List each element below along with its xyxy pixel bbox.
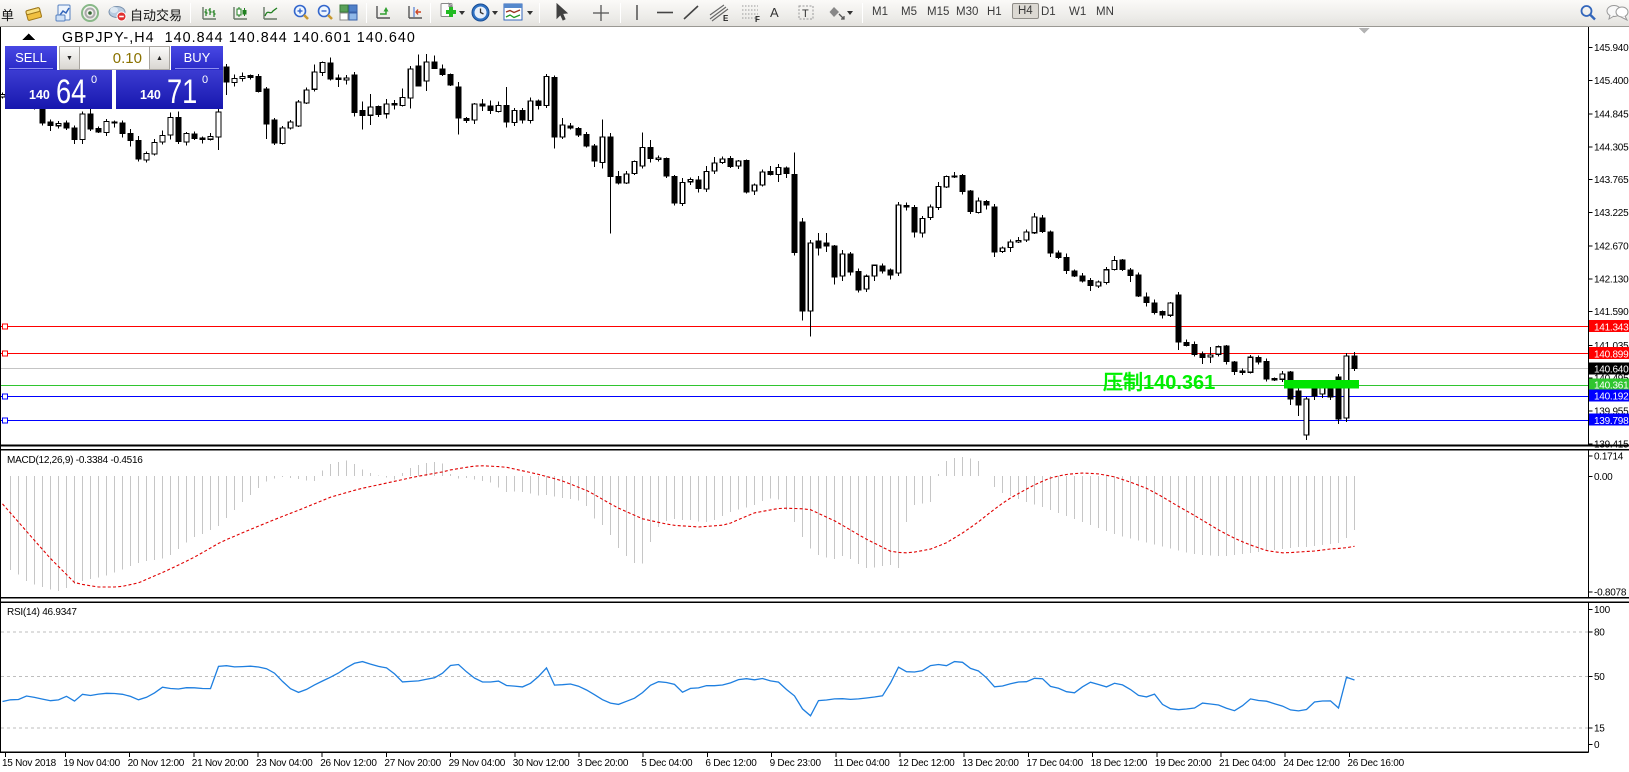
svg-text:24 Dec 12:00: 24 Dec 12:00 [1283,758,1340,769]
svg-text:23 Nov 04:00: 23 Nov 04:00 [256,758,313,769]
svg-text:MACD(12,26,9) -0.3384 -0.4516: MACD(12,26,9) -0.3384 -0.4516 [7,455,143,466]
svg-text:6 Dec 12:00: 6 Dec 12:00 [705,758,757,769]
svg-text:F: F [755,15,760,23]
svg-text:100: 100 [1594,605,1611,616]
svg-text:GBPJPY-,H4 140.844 140.844 14: GBPJPY-,H4 140.844 140.844 140.601 140.6… [62,30,416,46]
svg-text:29 Nov 04:00: 29 Nov 04:00 [449,758,506,769]
svg-text:0: 0 [1594,740,1600,751]
svg-text:140.361: 140.361 [1594,381,1629,392]
svg-text:143.225: 143.225 [1594,208,1629,219]
svg-text:144.305: 144.305 [1594,142,1629,153]
svg-text:E: E [723,14,729,23]
svg-text:20 Nov 12:00: 20 Nov 12:00 [128,758,185,769]
svg-text:9 Dec 23:00: 9 Dec 23:00 [770,758,822,769]
svg-text:27 Nov 20:00: 27 Nov 20:00 [384,758,441,769]
svg-text:140.192: 140.192 [1594,392,1629,403]
svg-text:T: T [802,8,809,20]
svg-text:21 Nov 20:00: 21 Nov 20:00 [192,758,249,769]
svg-text:30 Nov 12:00: 30 Nov 12:00 [513,758,570,769]
svg-text:141.590: 141.590 [1594,307,1629,318]
svg-text:15: 15 [1594,723,1605,734]
svg-text:141.343: 141.343 [1594,322,1629,333]
svg-text:11 Dec 04:00: 11 Dec 04:00 [834,758,890,769]
svg-text:145.400: 145.400 [1594,76,1629,87]
svg-text:26 Nov 12:00: 26 Nov 12:00 [320,758,377,769]
svg-text:RSI(14) 46.9347: RSI(14) 46.9347 [7,607,77,618]
svg-text:3 Dec 20:00: 3 Dec 20:00 [577,758,629,769]
svg-text:13 Dec 20:00: 13 Dec 20:00 [962,758,1019,769]
svg-text:145.940: 145.940 [1594,43,1629,54]
svg-text:18 Dec 12:00: 18 Dec 12:00 [1091,758,1148,769]
svg-text:140.640: 140.640 [1594,365,1629,376]
svg-text:-0.8078: -0.8078 [1594,588,1627,599]
svg-text:139.955: 139.955 [1594,407,1629,418]
svg-text:80: 80 [1594,628,1605,639]
svg-text:26 Dec 16:00: 26 Dec 16:00 [1347,758,1404,769]
svg-text:50: 50 [1594,672,1605,683]
svg-text:19 Nov 04:00: 19 Nov 04:00 [63,758,120,769]
svg-text:140.899: 140.899 [1594,349,1629,360]
svg-text:15 Nov 2018: 15 Nov 2018 [2,758,57,769]
svg-text:0.00: 0.00 [1594,472,1613,483]
svg-text:17 Dec 04:00: 17 Dec 04:00 [1026,758,1083,769]
svg-text:19 Dec 20:00: 19 Dec 20:00 [1155,758,1212,769]
svg-text:5 Dec 04:00: 5 Dec 04:00 [641,758,693,769]
svg-text:0.1714: 0.1714 [1594,452,1624,463]
svg-text:142.130: 142.130 [1594,274,1629,285]
svg-text:139.798: 139.798 [1594,416,1629,427]
svg-text:143.765: 143.765 [1594,175,1629,186]
svg-text:压制140.361: 压制140.361 [1103,371,1215,394]
svg-text:21 Dec 04:00: 21 Dec 04:00 [1219,758,1276,769]
svg-text:142.670: 142.670 [1594,242,1629,253]
svg-text:141.035: 141.035 [1594,341,1629,352]
svg-text:12 Dec 12:00: 12 Dec 12:00 [898,758,955,769]
svg-text:144.845: 144.845 [1594,110,1629,121]
